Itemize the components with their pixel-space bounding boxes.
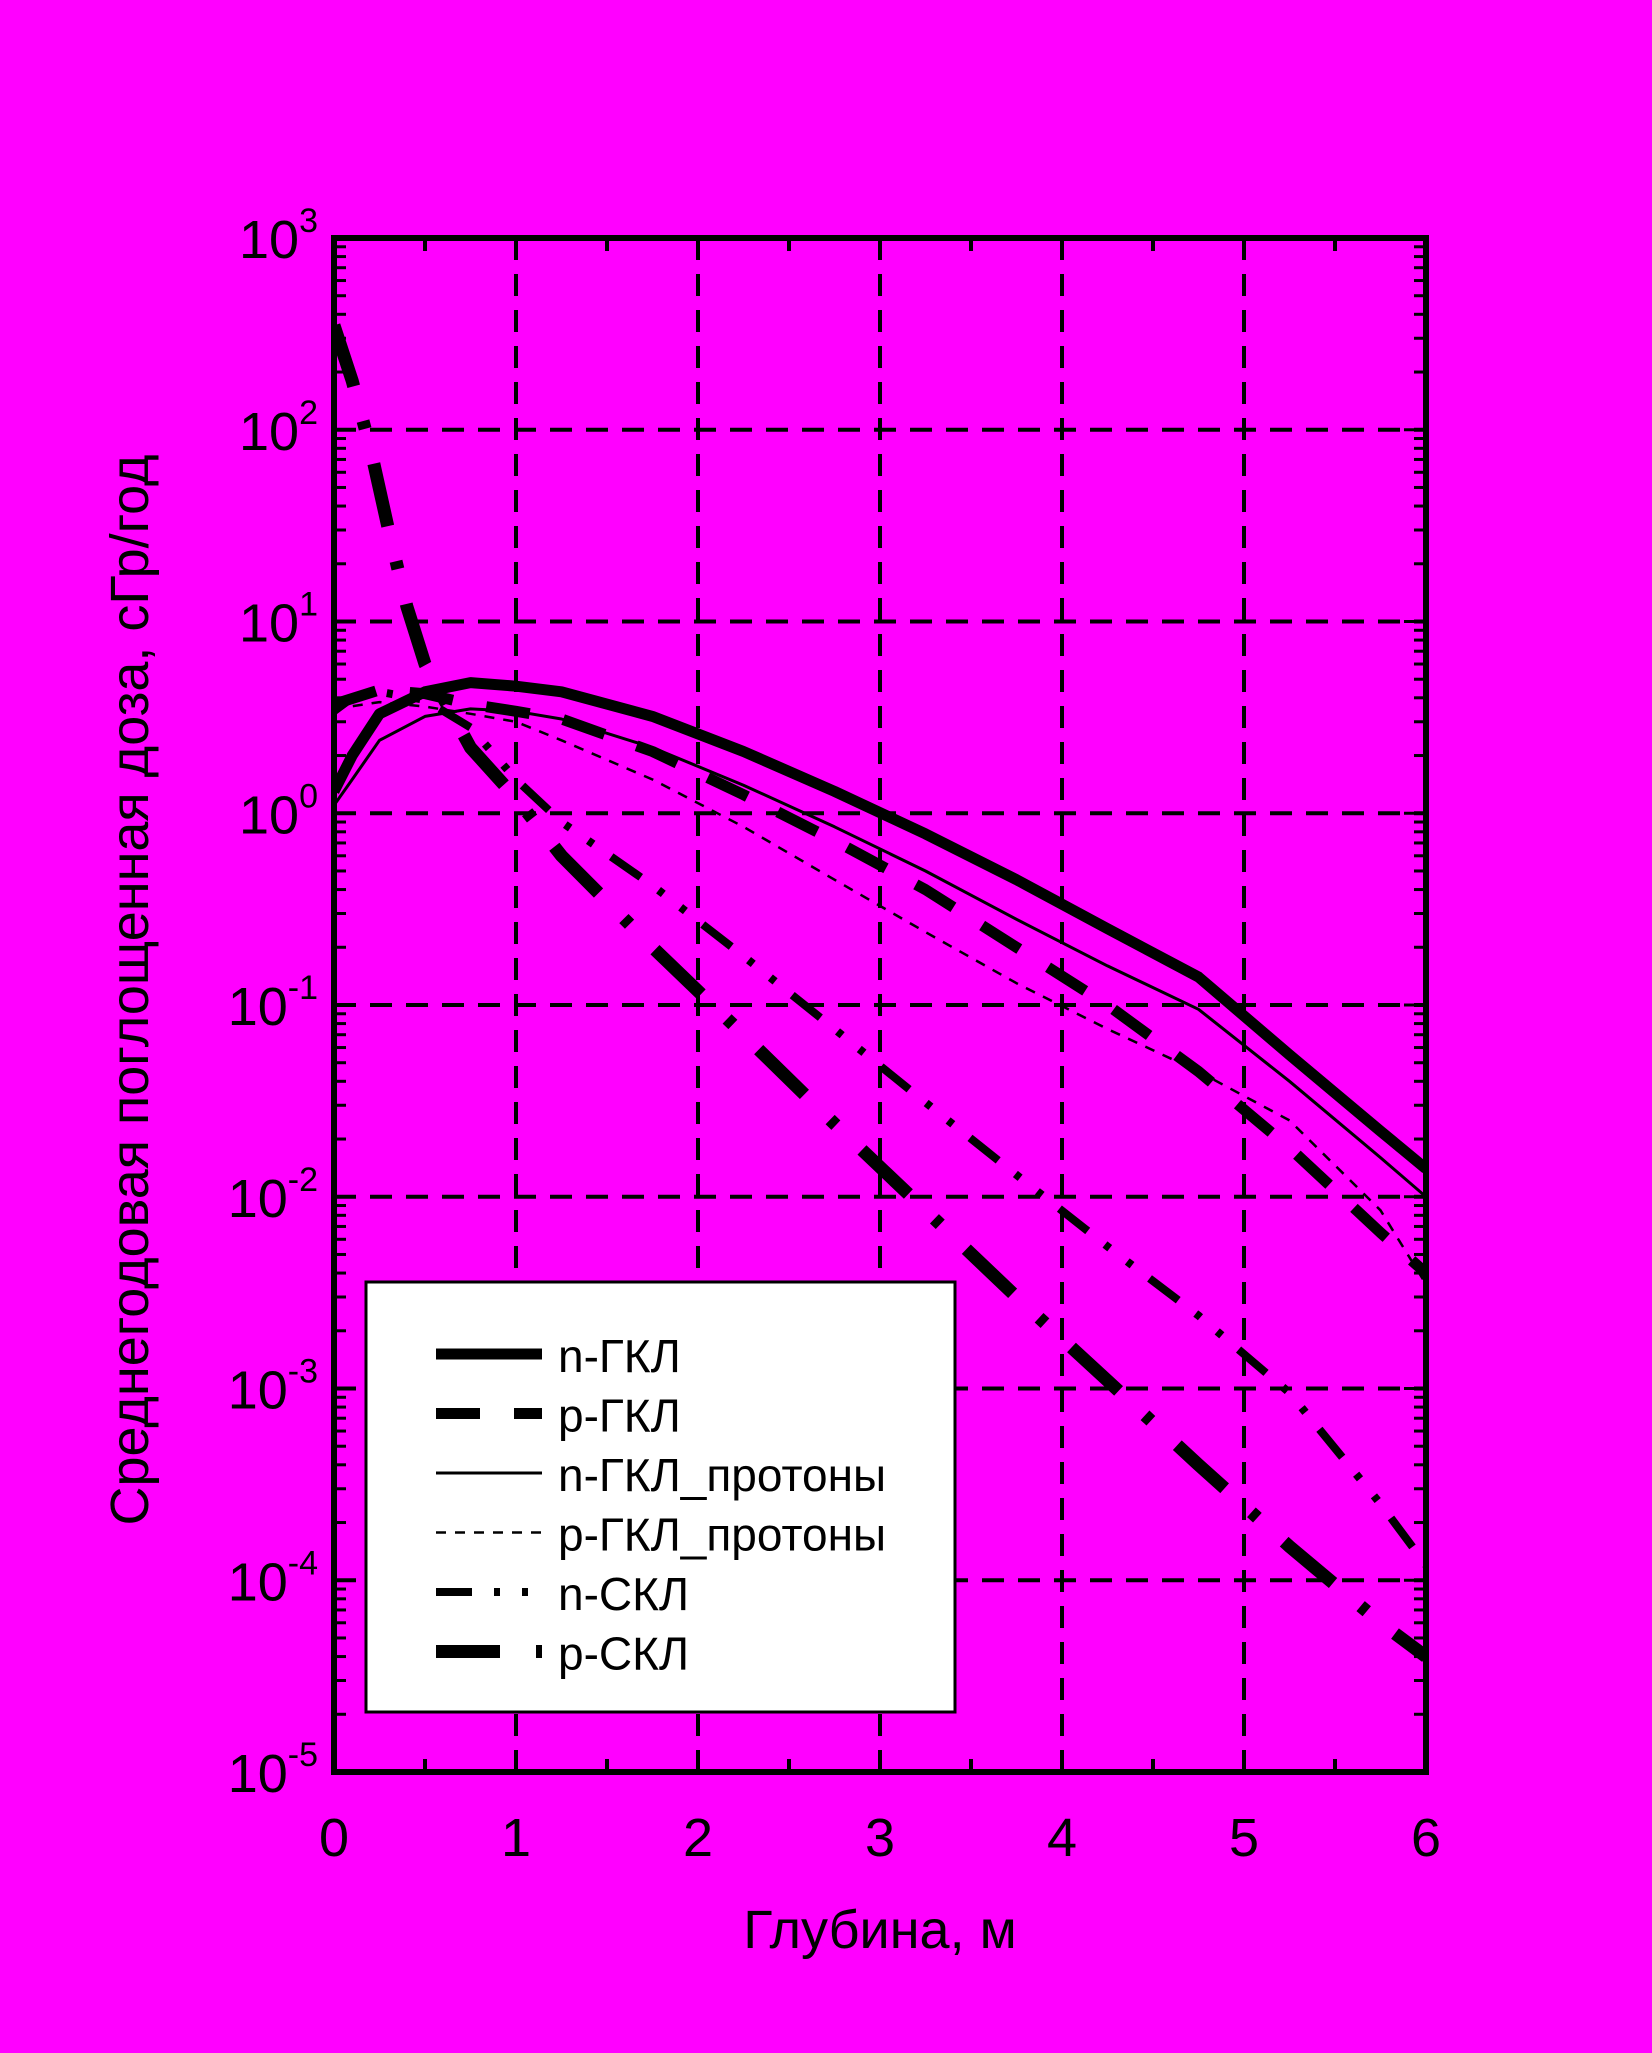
y-tick-label: 101 xyxy=(239,586,318,654)
y-tick-label: 10-4 xyxy=(228,1544,318,1612)
series-line-3 xyxy=(334,707,1426,1198)
y-tick-label: 102 xyxy=(239,394,318,462)
y-tick-label: 10-2 xyxy=(228,1161,318,1229)
legend-label: p-СКЛ xyxy=(558,1628,689,1680)
series-group xyxy=(334,323,1426,1662)
x-tick-label: 6 xyxy=(1411,1808,1441,1868)
legend: n-ГКЛ p-ГКЛ n-ГКЛ_протоны p-ГКЛ_протоны n-СК… xyxy=(364,1280,957,1714)
x-tick-label: 2 xyxy=(683,1808,713,1868)
series-line-6 xyxy=(334,323,1426,1662)
y-axis-label: Среднегодовая поглощенная доза, сГр/год xyxy=(100,454,160,1525)
x-tick-label: 3 xyxy=(865,1808,895,1868)
x-tick-label: 0 xyxy=(319,1808,349,1868)
series-line-1 xyxy=(334,677,1426,1173)
y-tick-label: 103 xyxy=(239,202,318,270)
x-tick-label: 1 xyxy=(501,1808,531,1868)
x-tick-labels: 0 1 2 3 4 5 6 xyxy=(319,1808,1441,1868)
y-tick-label: 10-3 xyxy=(228,1353,318,1421)
x-tick-label: 5 xyxy=(1229,1808,1259,1868)
legend-label: p-ГКЛ_протоны xyxy=(558,1509,886,1561)
y-tick-label: 100 xyxy=(239,777,318,845)
legend-label: p-ГКЛ xyxy=(558,1390,681,1442)
legend-label: n-СКЛ xyxy=(558,1568,689,1620)
legend-label: n-ГКЛ xyxy=(558,1330,681,1382)
x-axis-label: Глубина, м xyxy=(743,1900,1016,1960)
y-tick-label: 10-5 xyxy=(228,1736,318,1804)
ticks xyxy=(332,236,1428,1774)
legend-label: n-ГКЛ_протоны xyxy=(558,1449,886,1501)
y-tick-labels: 103 102 101 100 10-1 10-2 10-3 10-4 10-5 xyxy=(228,202,318,1804)
y-tick-label: 10-1 xyxy=(228,969,318,1037)
legend-entries: n-ГКЛ p-ГКЛ n-ГКЛ_протоны p-ГКЛ_протоны n-СК… xyxy=(436,1330,886,1680)
x-tick-label: 4 xyxy=(1047,1808,1077,1868)
